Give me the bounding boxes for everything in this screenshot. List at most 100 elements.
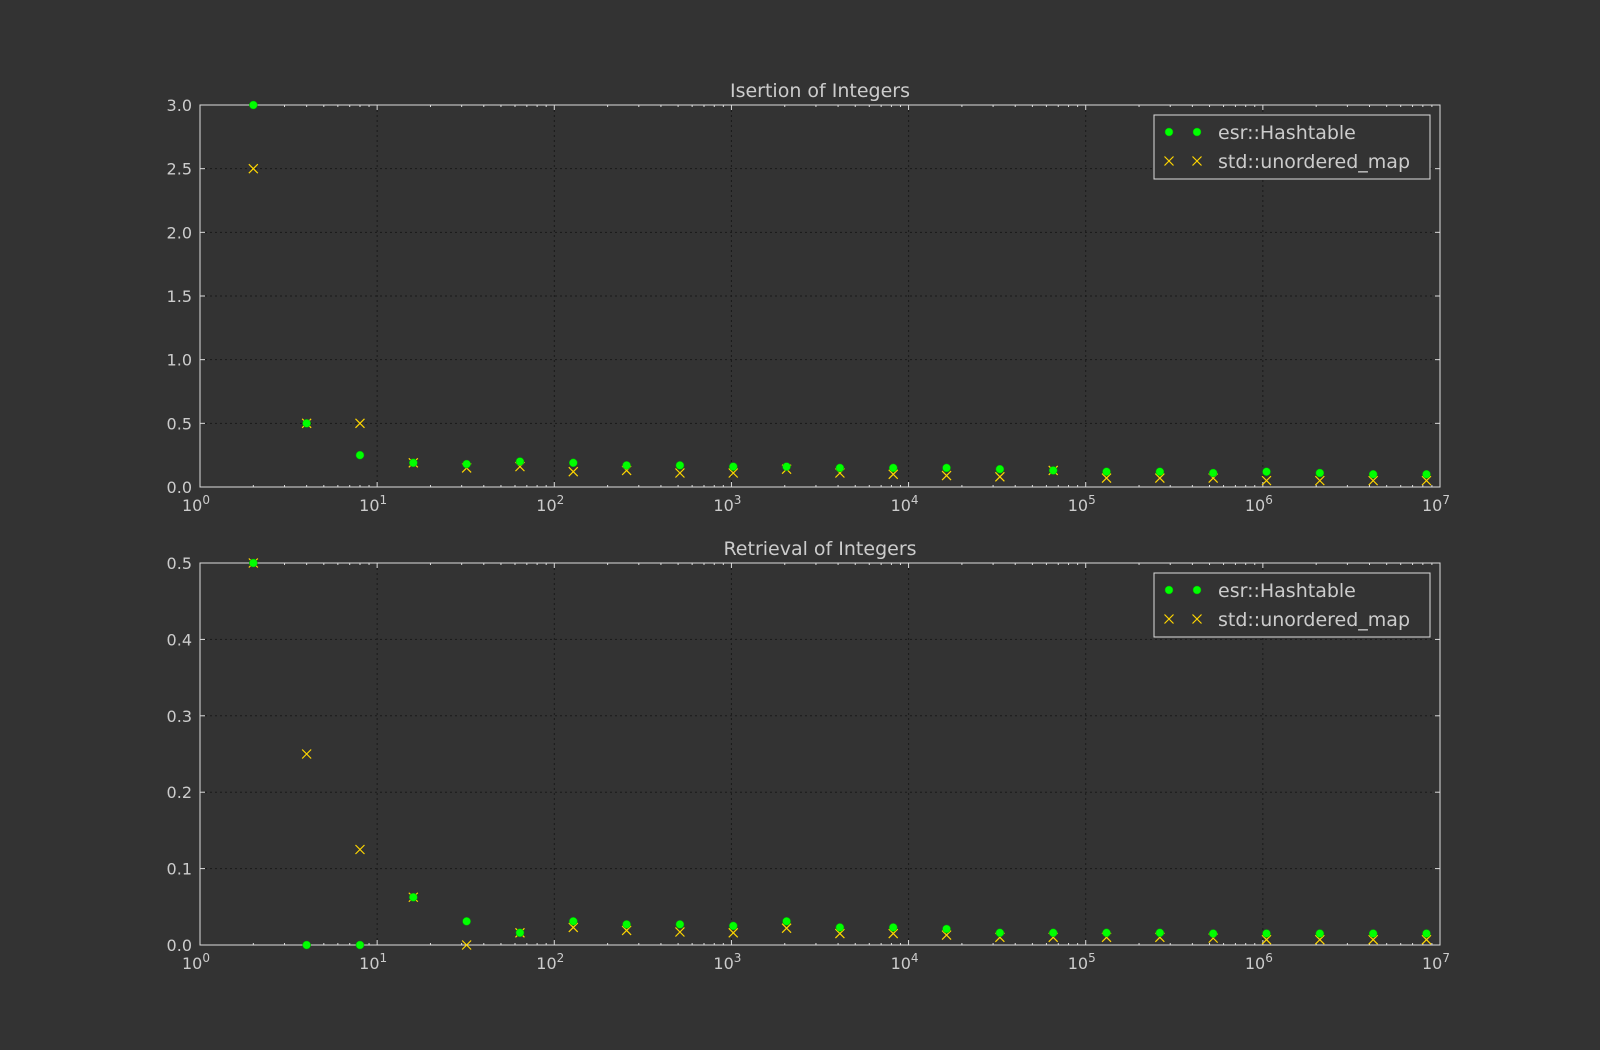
legend-box xyxy=(1153,114,1431,180)
legend-marker xyxy=(1164,614,1174,624)
legend-marker xyxy=(1192,614,1202,624)
legend-label: std::unordered_map xyxy=(1218,151,1410,173)
data-point xyxy=(942,463,951,473)
legend-marker xyxy=(1192,156,1202,166)
data-point xyxy=(569,917,578,926)
y-axis: 0.0 0.5 1.0 1.5 2.0 2.5 3.0 xyxy=(167,96,1440,497)
data-point xyxy=(302,419,311,428)
data-point xyxy=(301,749,312,759)
data-point xyxy=(942,924,951,934)
x-tick-label: 101 xyxy=(359,951,387,973)
y-tick-label: 2.0 xyxy=(167,223,192,242)
data-point xyxy=(1048,466,1058,475)
data-point xyxy=(728,468,739,478)
data-point xyxy=(995,928,1005,938)
data-point xyxy=(302,940,311,950)
x-tick-label: 101 xyxy=(359,493,387,515)
y-tick-label: 0.2 xyxy=(167,783,192,802)
x-tick-label: 103 xyxy=(713,951,741,973)
x-tick-label: 106 xyxy=(1245,493,1273,515)
data-point xyxy=(249,558,258,568)
legend-marker xyxy=(1192,585,1202,595)
data-point xyxy=(1368,475,1379,486)
data-point xyxy=(941,470,952,481)
data-point xyxy=(1314,934,1325,945)
y-tick-label: 3.0 xyxy=(167,96,192,115)
data-point xyxy=(728,927,739,938)
data-point xyxy=(1422,929,1431,938)
data-point xyxy=(835,923,845,932)
data-point xyxy=(568,466,579,477)
data-point xyxy=(355,940,365,950)
x-tick-label: 107 xyxy=(1422,493,1450,515)
data-point xyxy=(1048,928,1058,938)
data-point xyxy=(355,418,365,429)
data-point xyxy=(675,468,685,478)
y-tick-label: 0.3 xyxy=(167,707,192,726)
legend-label: std::unordered_map xyxy=(1218,609,1410,631)
data-point xyxy=(1208,468,1218,478)
data-point xyxy=(622,920,631,929)
series-esr-hashtable xyxy=(249,558,1431,950)
data-point xyxy=(409,458,418,468)
data-point xyxy=(1368,929,1378,938)
data-point xyxy=(1262,929,1271,938)
data-point xyxy=(1101,473,1112,484)
legend-marker xyxy=(1164,127,1174,137)
data-point xyxy=(248,163,259,174)
data-point xyxy=(729,921,738,931)
chart-title: Isertion of Integers xyxy=(730,80,910,102)
y-tick-label: 0.0 xyxy=(167,478,192,497)
data-point xyxy=(515,457,525,466)
data-point xyxy=(249,100,258,110)
x-tick-label: 105 xyxy=(1068,493,1096,515)
data-point xyxy=(675,461,685,470)
x-tick-label: 102 xyxy=(536,951,564,973)
y-axis: 0.0 0.1 0.2 0.3 0.4 0.5 xyxy=(167,554,1440,955)
x-tick-label: 104 xyxy=(891,951,919,973)
x-tick-label: 107 xyxy=(1422,951,1450,973)
data-point xyxy=(1102,928,1111,938)
data-point xyxy=(461,940,472,950)
data-point xyxy=(409,893,418,902)
data-point xyxy=(1368,934,1379,945)
y-tick-label: 0.5 xyxy=(167,414,192,433)
data-point xyxy=(355,844,365,855)
data-point xyxy=(1154,473,1165,484)
data-point xyxy=(1155,467,1165,476)
data-point xyxy=(888,463,898,473)
legend-label: esr::Hashtable xyxy=(1218,122,1356,144)
data-point xyxy=(834,928,845,939)
x-tick-label: 100 xyxy=(182,951,210,973)
legend-marker xyxy=(1164,585,1174,595)
data-point xyxy=(1421,934,1432,945)
x-tick-label: 105 xyxy=(1068,951,1096,973)
data-point xyxy=(781,923,792,934)
data-point xyxy=(888,928,899,939)
data-point xyxy=(462,917,471,926)
data-point xyxy=(355,450,365,460)
data-point xyxy=(1261,475,1272,486)
data-point xyxy=(782,917,791,926)
data-point xyxy=(888,923,898,932)
data-point xyxy=(995,464,1005,474)
x-axis: 100 101 102 103 104 105 106 107 xyxy=(182,563,1450,973)
data-point xyxy=(622,461,631,470)
y-tick-label: 0.1 xyxy=(167,860,192,879)
x-axis: 100 101 102 103 104 105 106 107 xyxy=(182,105,1450,515)
data-point xyxy=(462,459,471,469)
data-point xyxy=(1315,468,1325,478)
data-point xyxy=(1422,470,1431,479)
data-point xyxy=(835,463,845,473)
data-point xyxy=(1368,470,1378,479)
x-tick-label: 106 xyxy=(1245,951,1273,973)
x-tick-label: 102 xyxy=(536,493,564,515)
data-point xyxy=(1102,467,1111,476)
data-point xyxy=(729,462,738,471)
